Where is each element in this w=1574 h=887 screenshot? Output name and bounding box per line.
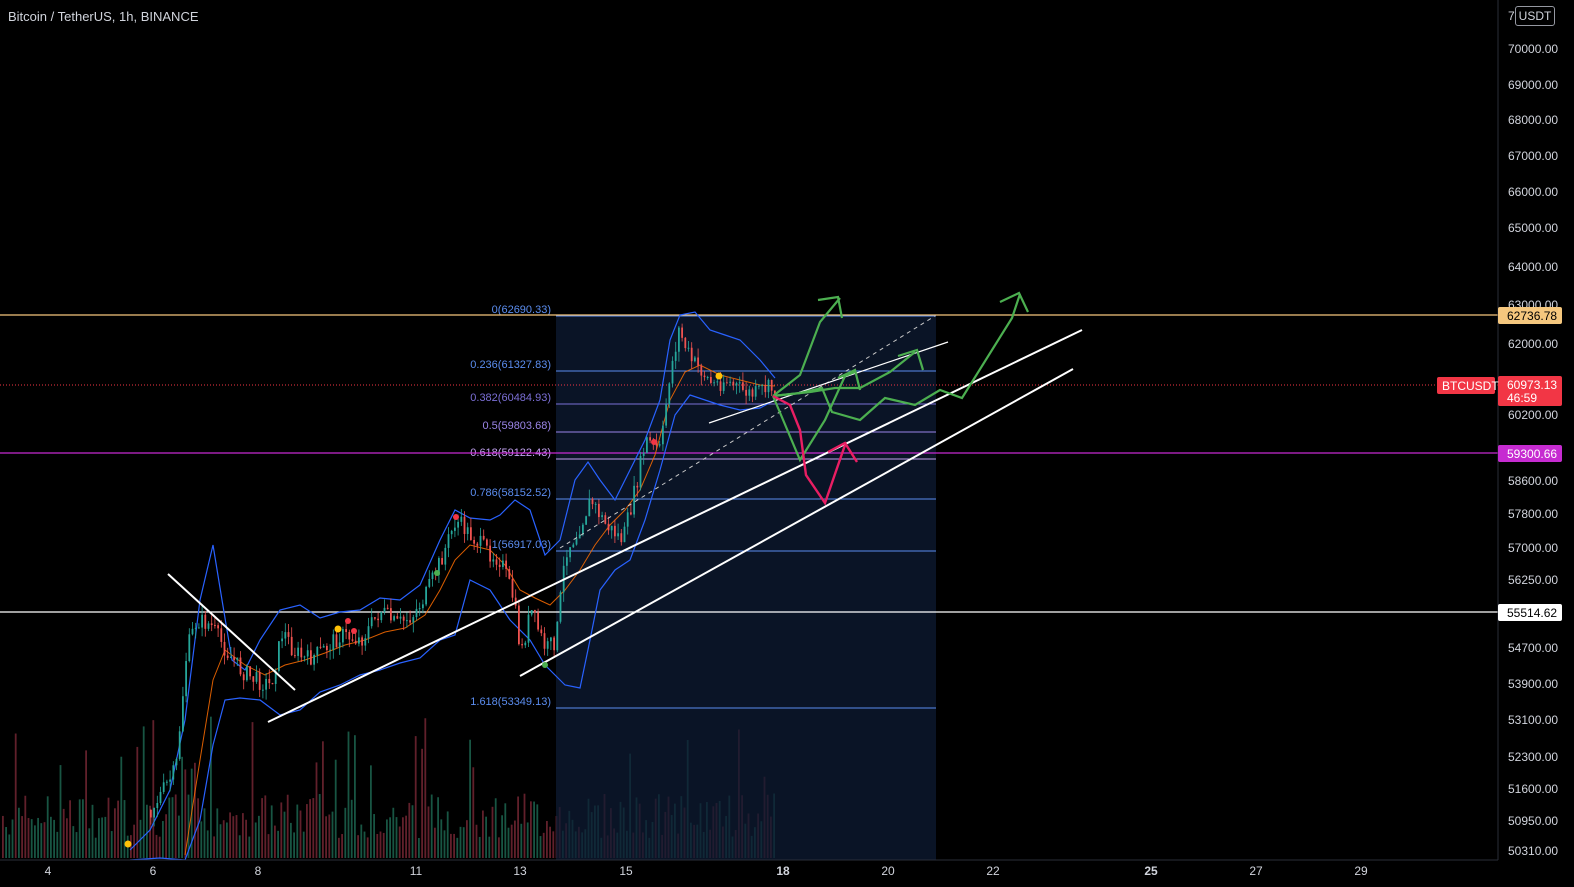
arrow-head-green-2 [897,348,925,371]
price-tag-value: 60973.13 [1507,378,1557,392]
symbol-legend: Bitcoin / TetherUS, 1h, BINANCE [8,9,199,24]
symbol-tag-text: BTCUSDT [1442,379,1499,393]
y-tick: 64000.00 [1508,260,1558,274]
arrow-head-green-4 [837,368,862,391]
y-tick: 69000.00 [1508,78,1558,92]
scenario-green-3 [772,293,1022,422]
y-tick: 51600.00 [1508,782,1558,796]
trendline-support-lower [519,368,1074,677]
trendline-dashed [559,315,936,549]
price-tag [1498,604,1562,621]
bb-lower [129,394,776,861]
trend-drawings[interactable] [167,291,1083,723]
fib-zone [556,315,936,860]
x-tick: 27 [1249,864,1263,878]
fib-level-label: 0.786(58152.52) [470,487,551,499]
x-tick: 13 [513,864,527,878]
y-tick: 50310.00 [1508,844,1558,858]
price-tag-value: 55514.62 [1507,606,1557,620]
price-tag-value: 62736.78 [1507,309,1557,323]
y-tick: 68000.00 [1508,113,1558,127]
x-tick: 4 [45,864,52,878]
trendline-short [708,341,949,424]
arrow-head-red [827,441,859,463]
x-tick: 25 [1144,864,1158,878]
y-tick: 56250.00 [1508,573,1558,587]
fib-level-label: 1.618(53349.13) [470,696,551,708]
y-tick: 52300.00 [1508,750,1558,764]
signal-dots [124,372,723,848]
x-tick: 20 [881,864,895,878]
y-tick: 53900.00 [1508,677,1558,691]
y-tick: 54700.00 [1508,641,1558,655]
time-axis[interactable]: 4 6 8 11 13 15 18 20 22 25 27 29 [0,859,1574,887]
y-tick: 58600.00 [1508,474,1558,488]
price-tag-value: 59300.66 [1507,447,1557,461]
x-tick: 8 [255,864,262,878]
y-tick: 62000.00 [1508,337,1558,351]
x-tick: 15 [619,864,633,878]
y-tick: 65000.00 [1508,221,1558,235]
y-tick: 53100.00 [1508,713,1558,727]
trendline-support-upper [267,329,1083,723]
y-tick: 50950.00 [1508,814,1558,828]
price-tag [1498,445,1562,462]
scenario-green-4 [771,370,856,463]
x-tick: 18 [776,864,790,878]
y-tick: 67000.00 [1508,149,1558,163]
trendline-downtrend [167,573,296,691]
fib-level-label: 0.5(59803.68) [483,420,552,432]
price-tag [1498,307,1562,324]
bb-middle [184,364,776,856]
price-axis[interactable]: 7 70000.00 69000.00 68000.00 67000.00 66000.0… [1497,0,1574,860]
x-tick: 22 [986,864,1000,878]
price-tag [1498,376,1562,406]
y-tick: 70000.00 [1508,42,1558,56]
scenario-red [772,394,847,506]
y-tick: 57000.00 [1508,541,1558,555]
y-tick-top: 7 [1508,9,1515,23]
fib-level-label: 0.236(61327.83) [470,359,551,371]
bb-upper [129,311,776,851]
bollinger-bands [129,311,776,861]
fib-level-label: 0(62690.33) [492,304,551,316]
x-tick: 6 [150,864,157,878]
arrow-head-green-3 [999,291,1029,313]
fib-level-label: 0.382(60484.93) [470,392,551,404]
symbol-tag [1437,377,1495,394]
scenario-green-1 [772,297,841,397]
currency-unit-button[interactable]: USDT [1515,6,1555,26]
horizontal-lines[interactable] [0,314,1498,613]
y-tick: 66000.00 [1508,185,1558,199]
x-tick: 29 [1354,864,1368,878]
price-tag-countdown: 46:59 [1507,391,1537,405]
y-tick: 60200.00 [1508,408,1558,422]
fib-retracement[interactable]: 0(62690.33) 0.236(61327.83) 0.382(60484.93… [470,304,936,709]
candlesticks [150,323,776,827]
x-tick: 11 [410,864,423,878]
fib-level-label: 1(56917.03) [492,539,551,551]
y-tick: 57800.00 [1508,507,1558,521]
arrow-head-green-1 [817,295,844,319]
